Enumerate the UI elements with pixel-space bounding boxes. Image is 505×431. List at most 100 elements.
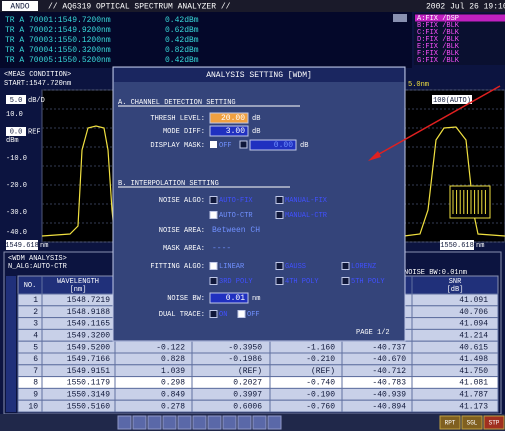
trace-item: E:FIX /BLK	[417, 43, 460, 51]
row-no: 9	[33, 391, 38, 400]
peaks-box	[449, 185, 491, 219]
softkey-label[interactable]: RPT	[445, 420, 456, 427]
row-no: 8	[33, 379, 38, 388]
softkey-label[interactable]: SGL	[467, 420, 478, 427]
option: AUTO-CTR	[219, 212, 253, 220]
left-wl-unit: nm	[40, 242, 48, 250]
meas-title: <MEAS CONDITION>	[4, 71, 71, 79]
page-indicator: PAGE 1/2	[356, 329, 390, 337]
setting-value: 0.01	[226, 294, 245, 303]
row-c3: -0.190	[306, 391, 335, 400]
row-c2: 0.2027	[233, 379, 262, 388]
value-box	[209, 112, 249, 124]
row-snr: 41.498	[459, 355, 488, 364]
header-snr: SNR	[449, 278, 462, 286]
marker-value: 0.62dBm	[165, 26, 199, 35]
left-wl: 1549.618	[5, 242, 39, 250]
value-box	[249, 139, 297, 151]
option: 3RD POLY	[219, 278, 253, 286]
meas-start: START:1547.720nm	[4, 80, 71, 88]
marker-label: TR A 70002:1549.9200nm	[5, 26, 111, 35]
row-snr: 41.091	[459, 296, 488, 305]
trace-right	[403, 126, 505, 237]
y-label: -40.0	[6, 229, 27, 237]
row-wavelength: 1550.1179	[67, 379, 110, 388]
softkey	[439, 415, 461, 430]
row-wavelength: 1549.5200	[67, 343, 110, 352]
softkey-icon	[237, 415, 252, 430]
softkey-icon	[147, 415, 162, 430]
trace-item: F:FIX /BLK	[417, 50, 460, 58]
setting-label: MODE DIFF:	[163, 128, 205, 136]
header-snr-unit: [dB]	[447, 286, 464, 294]
table-row	[17, 399, 499, 413]
row-wavelength: 1548.7219	[67, 296, 110, 305]
row-snr: 41.173	[459, 402, 488, 411]
softkey-icon	[207, 415, 222, 430]
checkbox	[275, 262, 284, 270]
row-c4: -40.894	[372, 402, 406, 411]
setting-label: NOISE BW:	[167, 295, 205, 303]
option: 4TH POLY	[285, 278, 319, 286]
dialog-title-bar	[114, 68, 404, 82]
span: 5.0nm	[408, 81, 429, 89]
table-title: <WDM ANALYSIS>	[8, 255, 67, 263]
row-no: 3	[33, 320, 38, 329]
setting-label: DISPLAY MASK:	[150, 142, 205, 150]
softkey-icon	[117, 415, 132, 430]
table-noise-bw: NOISE BW:0.01nm	[404, 269, 467, 277]
app-title: // AQ6319 OPTICAL SPECTRUM ANALYZER //	[48, 3, 231, 12]
res-box	[432, 95, 472, 104]
checkbox	[239, 140, 248, 149]
trace-panel	[414, 13, 505, 65]
scale-value: 5.0	[10, 97, 23, 105]
ref-box	[6, 127, 26, 136]
annotation-arrow	[371, 85, 501, 159]
row-c2: -0.1986	[228, 355, 262, 364]
checkbox	[341, 277, 350, 285]
row-c3: -0.740	[306, 379, 335, 388]
y-label: -30.0	[6, 209, 27, 217]
option: AUTO-FIX	[219, 197, 253, 205]
option: 5TH POLY	[351, 278, 385, 286]
table-algo: N_ALG:AUTO-CTR	[8, 263, 68, 271]
row-no: 6	[33, 355, 38, 364]
logo-box	[2, 1, 38, 11]
option: OFF	[219, 142, 232, 150]
section-b: B. INTERPOLATION SETTING	[118, 180, 219, 188]
y-label: -10.0	[6, 155, 27, 163]
option: GAUSS	[285, 263, 306, 271]
header-wl-unit: [nm]	[70, 286, 87, 294]
row-c1: 1.039	[161, 367, 185, 376]
marker-label: TR A 70005:1550.5200nm	[5, 56, 111, 65]
setting-value: Between CH	[212, 226, 260, 235]
setting-value: 20.00	[221, 114, 245, 123]
marker-value: 0.42dBm	[165, 56, 199, 65]
row-c3: (REF)	[311, 367, 335, 376]
unit: nm	[252, 295, 260, 303]
scale-box	[6, 95, 26, 104]
row-c4: -40.939	[372, 391, 406, 400]
checkbox	[210, 141, 217, 148]
softkey-icon	[222, 415, 237, 430]
row-no: 5	[33, 343, 38, 352]
row-snr: 41.787	[459, 391, 488, 400]
row-snr: 40.615	[459, 343, 488, 352]
setting-label: MASK AREA:	[163, 245, 205, 253]
checkbox	[237, 310, 246, 318]
row-wavelength: 1549.3200	[67, 332, 110, 341]
marker-label: TR A 70003:1550.1200nm	[5, 36, 111, 45]
option: OFF	[247, 311, 260, 319]
checkbox	[209, 211, 218, 219]
right-wl-box	[440, 240, 474, 250]
row-c4: -40.737	[372, 343, 406, 352]
table-scroll	[6, 276, 16, 412]
setting-value: 0.00	[274, 141, 293, 150]
checkbox	[341, 262, 350, 270]
softkey-label[interactable]: STP	[489, 420, 500, 427]
row-no: 1	[33, 296, 38, 305]
row-no: 7	[33, 367, 38, 376]
checkbox	[275, 211, 284, 219]
checkbox	[209, 196, 218, 204]
setting-label: DUAL TRACE:	[159, 311, 205, 319]
